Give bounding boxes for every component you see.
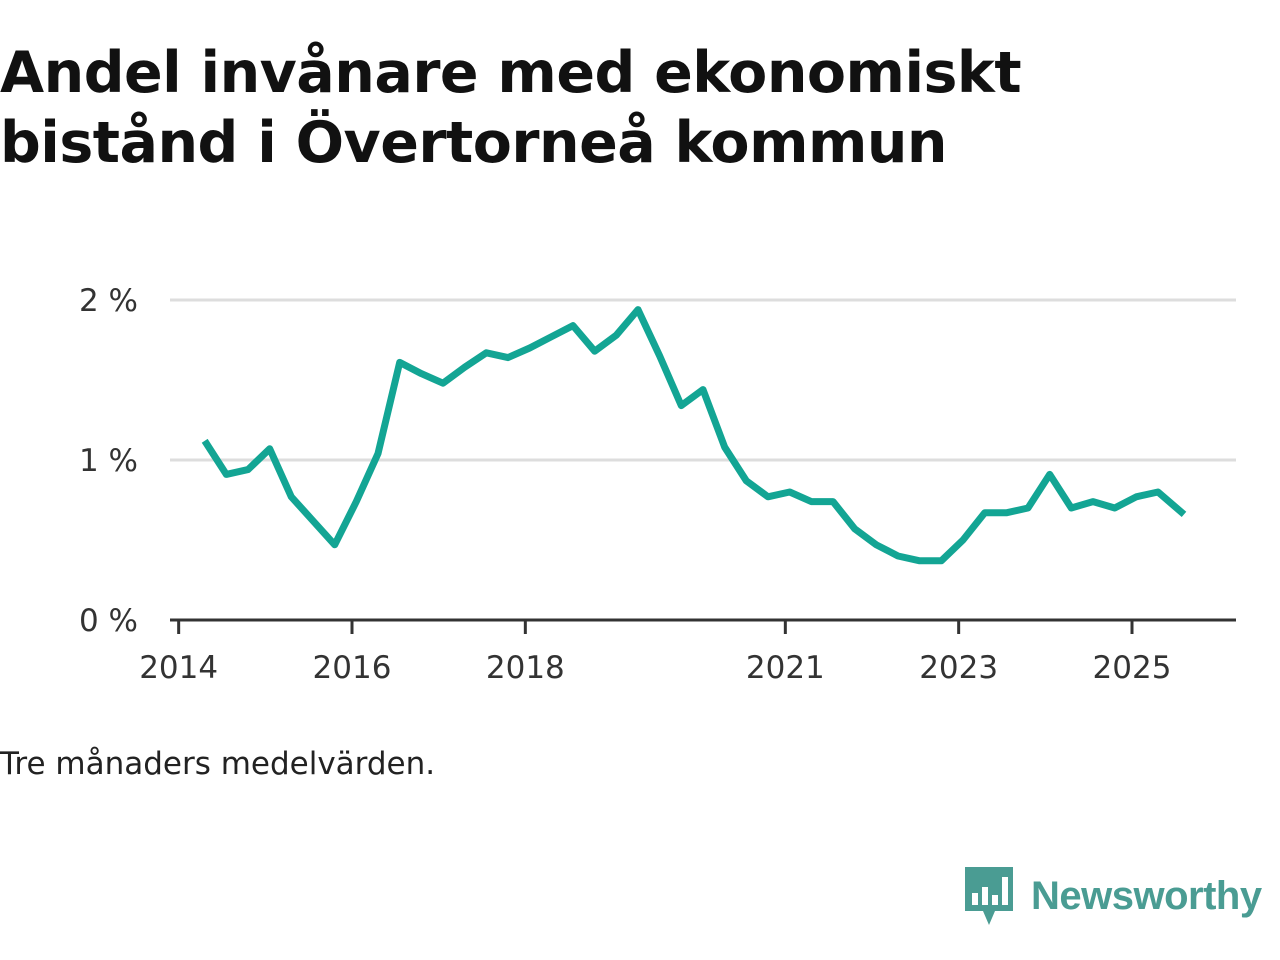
series-layer bbox=[201, 306, 1187, 565]
x-tick-label: 2014 bbox=[139, 650, 218, 686]
brand-name: Newsworthy bbox=[1031, 873, 1262, 918]
chart-title: Andel invånare med ekonomiskt bistånd i … bbox=[0, 40, 1022, 176]
x-tick-label: 2025 bbox=[1093, 650, 1172, 686]
x-axis: 2014 2016 2018 2021 2023 2025 bbox=[139, 618, 1236, 686]
x-tick-label: 2016 bbox=[313, 650, 392, 686]
series-line bbox=[201, 306, 1187, 565]
grid-lines bbox=[170, 298, 1236, 462]
x-tick-label: 2023 bbox=[919, 650, 998, 686]
x-tick-label: 2018 bbox=[486, 650, 565, 686]
y-tick-label: 1 % bbox=[79, 443, 138, 479]
y-tick-label: 2 % bbox=[79, 283, 138, 319]
y-axis-labels: 0 % 1 % 2 % bbox=[79, 283, 138, 639]
newsworthy-chart-bubble-icon bbox=[965, 867, 1013, 925]
chart-note: Tre månaders medelvärden. bbox=[0, 746, 436, 782]
line-chart: 2014 2016 2018 2021 2023 2025 0 % 1 % 2 % bbox=[79, 283, 1236, 686]
brand-logo: Newsworthy bbox=[963, 864, 1262, 928]
x-tick-label: 2021 bbox=[746, 650, 825, 686]
y-tick-label: 0 % bbox=[79, 603, 138, 639]
